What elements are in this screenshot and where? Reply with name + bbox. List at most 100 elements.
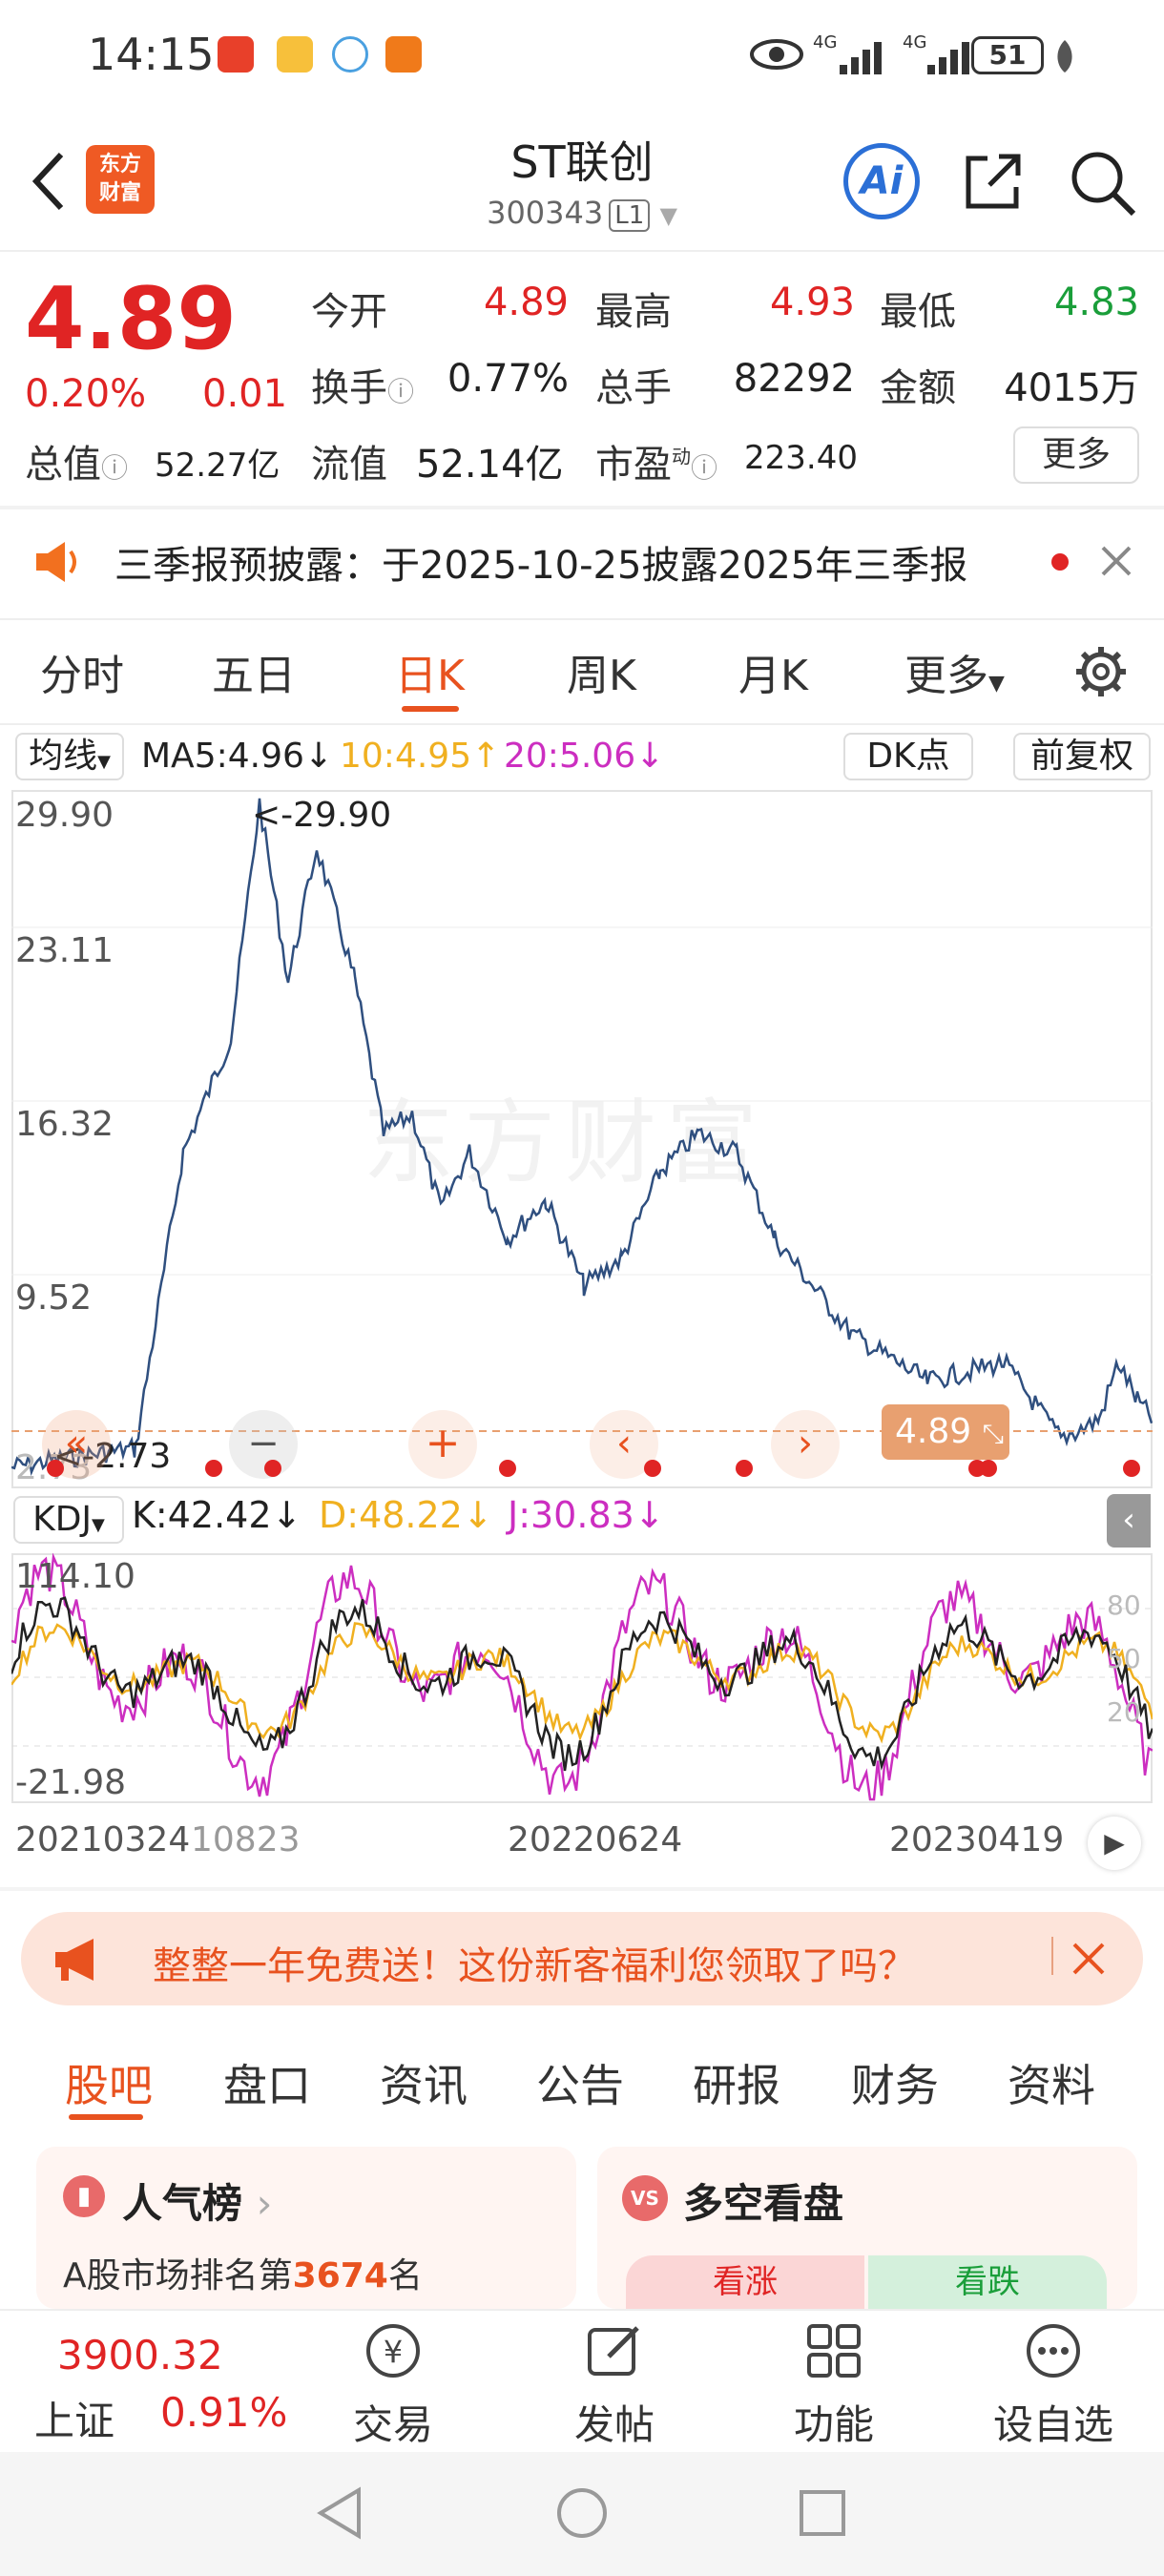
promo-banner[interactable] [21,1912,1143,2005]
search-icon[interactable] [1067,147,1137,218]
cloud-icon [332,36,368,73]
ai-button[interactable]: Ai [843,143,920,219]
vs-icon: VS [622,2175,668,2221]
notice-text[interactable]: 三季报预披露：于2025-10-25披露2025年三季报 [114,544,968,588]
event-marker-dot[interactable] [47,1460,64,1477]
index-change[interactable]: 0.91% [160,2389,288,2436]
eastmoney-logo: 东方 财富 [86,145,155,214]
ma20-value: 20:5.06↓ [504,737,665,776]
gear-icon[interactable] [1072,643,1130,700]
kdj-chart[interactable] [11,1553,1153,1803]
kdj-d-line [11,1622,1153,1744]
nav-post[interactable]: 发帖 [573,2401,655,2448]
bearish-button[interactable]: 看跌 [868,2255,1107,2309]
expand-icon: ⤡ [982,1418,1005,1449]
zoom-in-icon[interactable]: + [408,1410,477,1479]
kdj-y-top: 114.10 [15,1557,135,1596]
mktcap-value: 52.27亿 [155,447,281,485]
tab-news[interactable]: 资讯 [380,2060,468,2111]
zoom-out-icon[interactable]: − [229,1410,298,1479]
close-banner-icon[interactable] [1070,1941,1107,1977]
event-marker-dot[interactable] [736,1460,753,1477]
amount-label: 金额 [880,366,956,410]
float-label: 流值 [311,443,387,487]
nav-trade[interactable]: 交易 [352,2401,433,2448]
speaker-icon [36,542,76,582]
ma10-value: 10:4.95↑ [340,737,501,776]
event-marker-dot[interactable] [205,1460,222,1477]
event-marker-dot[interactable] [499,1460,516,1477]
popularity-card[interactable] [36,2147,576,2309]
system-back-icon[interactable] [315,2486,364,2540]
nav-functions[interactable]: 功能 [793,2401,874,2448]
dk-point-button[interactable]: DK点 [843,733,973,780]
scroll-right-icon[interactable]: › [771,1410,840,1479]
min-price-marker: <-2.73 [53,1437,172,1476]
share-icon[interactable] [959,149,1026,216]
kdj-selector[interactable]: KDJ▼ [13,1496,124,1544]
tab-monthly-k[interactable]: 月K [738,652,808,700]
index-name[interactable]: 上证 [34,2398,115,2444]
kdj-chart-frame[interactable] [11,1553,1153,1803]
app-notification-icon [277,36,313,73]
max-price-marker: <-29.90 [252,796,392,835]
apps-grid-icon[interactable] [803,2320,864,2381]
tab-more[interactable]: 更多▼ [904,652,1005,700]
quote-divider [0,506,1164,509]
tab-daily-k[interactable]: 日K [395,652,465,700]
banner-separator [1051,1937,1053,1975]
event-marker-dot[interactable] [644,1460,661,1477]
svg-text:¥: ¥ [384,2334,403,2370]
kline-chart-frame[interactable] [11,790,1153,1488]
y-label-3: 16.32 [15,1105,114,1144]
high-label: 最高 [595,290,672,334]
popular-rank-text: A股市场排名第3674名 [63,2256,423,2296]
tab-profile[interactable]: 资料 [1008,2060,1095,2111]
system-home-icon[interactable] [555,2486,609,2540]
close-icon[interactable] [1099,544,1133,578]
signal-icon [840,42,882,74]
turnover-value: 0.77% [447,357,569,401]
stock-name: ST联创 [510,136,654,188]
ranking-icon: ▮ [63,2175,105,2217]
kdj-tick-50: 50 [1107,1643,1141,1674]
play-right-icon[interactable]: ▶ [1088,1817,1141,1870]
tab-pankou[interactable]: 盘口 [223,2060,311,2111]
tab-research[interactable]: 研报 [693,2060,780,2111]
tab-announcements[interactable]: 公告 [536,2060,624,2111]
kline-chart[interactable] [11,790,1153,1488]
event-marker-dot[interactable] [980,1460,997,1477]
mktcap-label[interactable]: 总值ⓘ [25,443,129,487]
event-marker-dot[interactable] [1123,1460,1140,1477]
adjustment-button[interactable]: 前复权 [1013,733,1151,780]
tab-guba[interactable]: 股吧 [65,2060,153,2111]
open-label: 今开 [311,290,387,334]
turnover-label[interactable]: 换手ⓘ [311,366,415,410]
kdj-j-value: J:30.83↓ [508,1494,665,1536]
amount-value: 4015万 [1004,366,1139,410]
tab-intraday[interactable]: 分时 [40,652,124,700]
chevron-down-icon: ▼ [659,202,677,229]
scroll-left-fast-icon[interactable]: « [42,1410,111,1479]
back-arrow-icon[interactable] [23,143,80,219]
bullish-button[interactable]: 看涨 [626,2255,864,2309]
pe-label[interactable]: 市盈动ⓘ [595,443,718,487]
collapse-panel-icon[interactable]: ‹ [1107,1494,1151,1548]
trade-yen-icon[interactable]: ¥ [363,2320,424,2381]
event-marker-dot[interactable] [264,1460,281,1477]
ma-selector[interactable]: 均线▼ [15,733,124,780]
nav-add-watchlist[interactable]: 设自选 [992,2401,1113,2448]
more-quote-button[interactable]: 更多 [1013,426,1139,484]
tab-finance[interactable]: 财务 [851,2060,939,2111]
tab-five-day[interactable]: 五日 [212,652,296,700]
edit-post-icon[interactable] [584,2320,645,2381]
system-nav-bar [0,2452,1164,2576]
popular-title[interactable]: 人气榜 › [122,2180,273,2227]
stock-code[interactable]: 300343 L1 ▼ [487,195,677,232]
tab-weekly-k[interactable]: 周K [567,652,636,700]
more-circle-icon[interactable] [1023,2320,1084,2381]
promo-text[interactable]: 整整一年免费送！这份新客福利您领取了吗？ [153,1944,916,1988]
system-recents-icon[interactable] [798,2488,847,2538]
level-badge: L1 [609,199,651,232]
index-value[interactable]: 3900.32 [57,2332,223,2379]
